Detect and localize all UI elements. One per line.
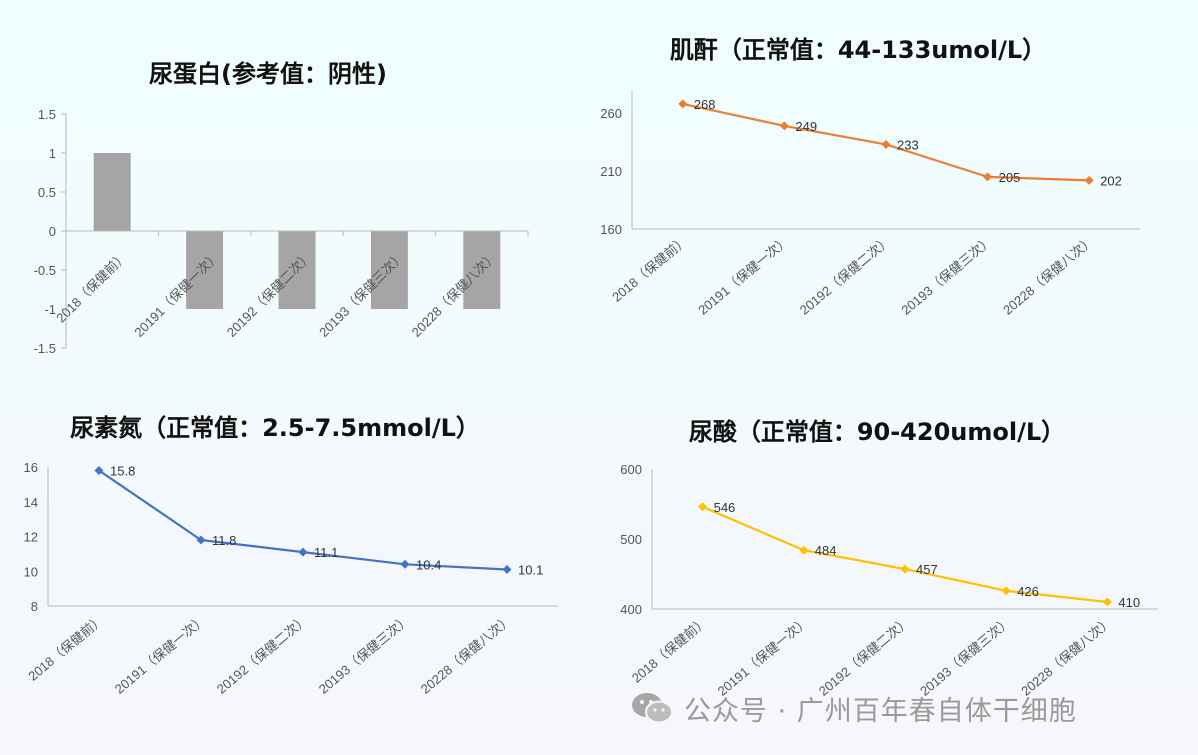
x-tick-label: 2018（保健前） xyxy=(629,614,711,686)
chart-title: 尿酸（正常值：90-420umol/L） xyxy=(689,418,1065,446)
data-label: 249 xyxy=(795,119,817,134)
data-label: 202 xyxy=(1100,173,1122,188)
data-point xyxy=(502,565,512,575)
data-point xyxy=(698,502,708,512)
bar xyxy=(186,231,224,309)
x-tick-label: 20228（保健八次） xyxy=(1018,614,1115,699)
data-label: 11.8 xyxy=(212,533,236,548)
data-point xyxy=(900,564,910,574)
y-tick-label: 1.5 xyxy=(38,107,56,122)
y-tick-label: -0.5 xyxy=(34,263,56,278)
y-tick-label: 160 xyxy=(600,222,622,237)
data-point xyxy=(94,465,104,475)
data-point xyxy=(196,535,206,545)
data-label: 484 xyxy=(815,543,837,558)
y-tick-label: 500 xyxy=(620,532,642,547)
watermark-text: 公众号 · 广州百年春自体干细胞 xyxy=(684,695,1077,727)
y-tick-label: 0 xyxy=(49,224,56,239)
bar xyxy=(93,153,131,231)
y-tick-label: 0.5 xyxy=(38,185,56,200)
bar xyxy=(370,231,408,309)
data-label: 10.1 xyxy=(518,563,543,578)
y-tick-label: -1.5 xyxy=(34,341,56,356)
data-label: 546 xyxy=(714,500,736,515)
x-tick-label: 20191（保健一次） xyxy=(715,614,812,699)
data-label: 205 xyxy=(999,170,1021,185)
data-label: 268 xyxy=(694,97,716,112)
y-tick-label: 260 xyxy=(600,106,622,121)
data-point xyxy=(1084,175,1094,185)
chart-title: 尿素氮（正常值：2.5-7.5mmol/L） xyxy=(70,414,480,442)
data-label: 11.1 xyxy=(314,545,338,560)
data-point xyxy=(1001,586,1011,596)
data-label: 426 xyxy=(1017,584,1039,599)
x-tick-label: 20192（保健二次） xyxy=(816,614,913,699)
y-tick-label: 600 xyxy=(620,462,642,477)
data-label: 10.4 xyxy=(416,557,441,572)
y-tick-label: 16 xyxy=(24,460,38,475)
data-point xyxy=(779,121,789,131)
y-tick-label: 400 xyxy=(620,602,642,617)
y-tick-label: 14 xyxy=(24,495,38,510)
y-tick-label: 12 xyxy=(24,530,38,545)
data-label: 457 xyxy=(916,562,938,577)
data-point xyxy=(400,559,410,569)
data-point xyxy=(678,99,688,109)
x-tick-label: 20193（保健三次） xyxy=(917,614,1014,699)
y-tick-label: 10 xyxy=(24,564,38,579)
data-point xyxy=(1102,597,1112,607)
y-tick-label: 8 xyxy=(31,599,38,614)
watermark: 公众号 · 广州百年春自体干细胞 xyxy=(630,688,1077,728)
y-tick-label: -1 xyxy=(44,302,56,317)
series-line xyxy=(702,505,1108,604)
wechat-icon xyxy=(632,693,673,724)
bar xyxy=(463,231,501,309)
data-point xyxy=(983,172,993,182)
data-point xyxy=(881,139,891,149)
y-tick-label: 1 xyxy=(49,146,56,161)
data-label: 15.8 xyxy=(110,463,135,478)
chart-title: 肌酐（正常值：44-133umol/L） xyxy=(670,36,1046,64)
data-label: 233 xyxy=(897,137,919,152)
bar xyxy=(278,231,316,309)
y-tick-label: 210 xyxy=(600,164,622,179)
data-point xyxy=(799,545,809,555)
data-point xyxy=(298,547,308,557)
data-label: 410 xyxy=(1118,595,1140,610)
chart-title: 尿蛋白(参考值：阴性) xyxy=(149,60,387,88)
